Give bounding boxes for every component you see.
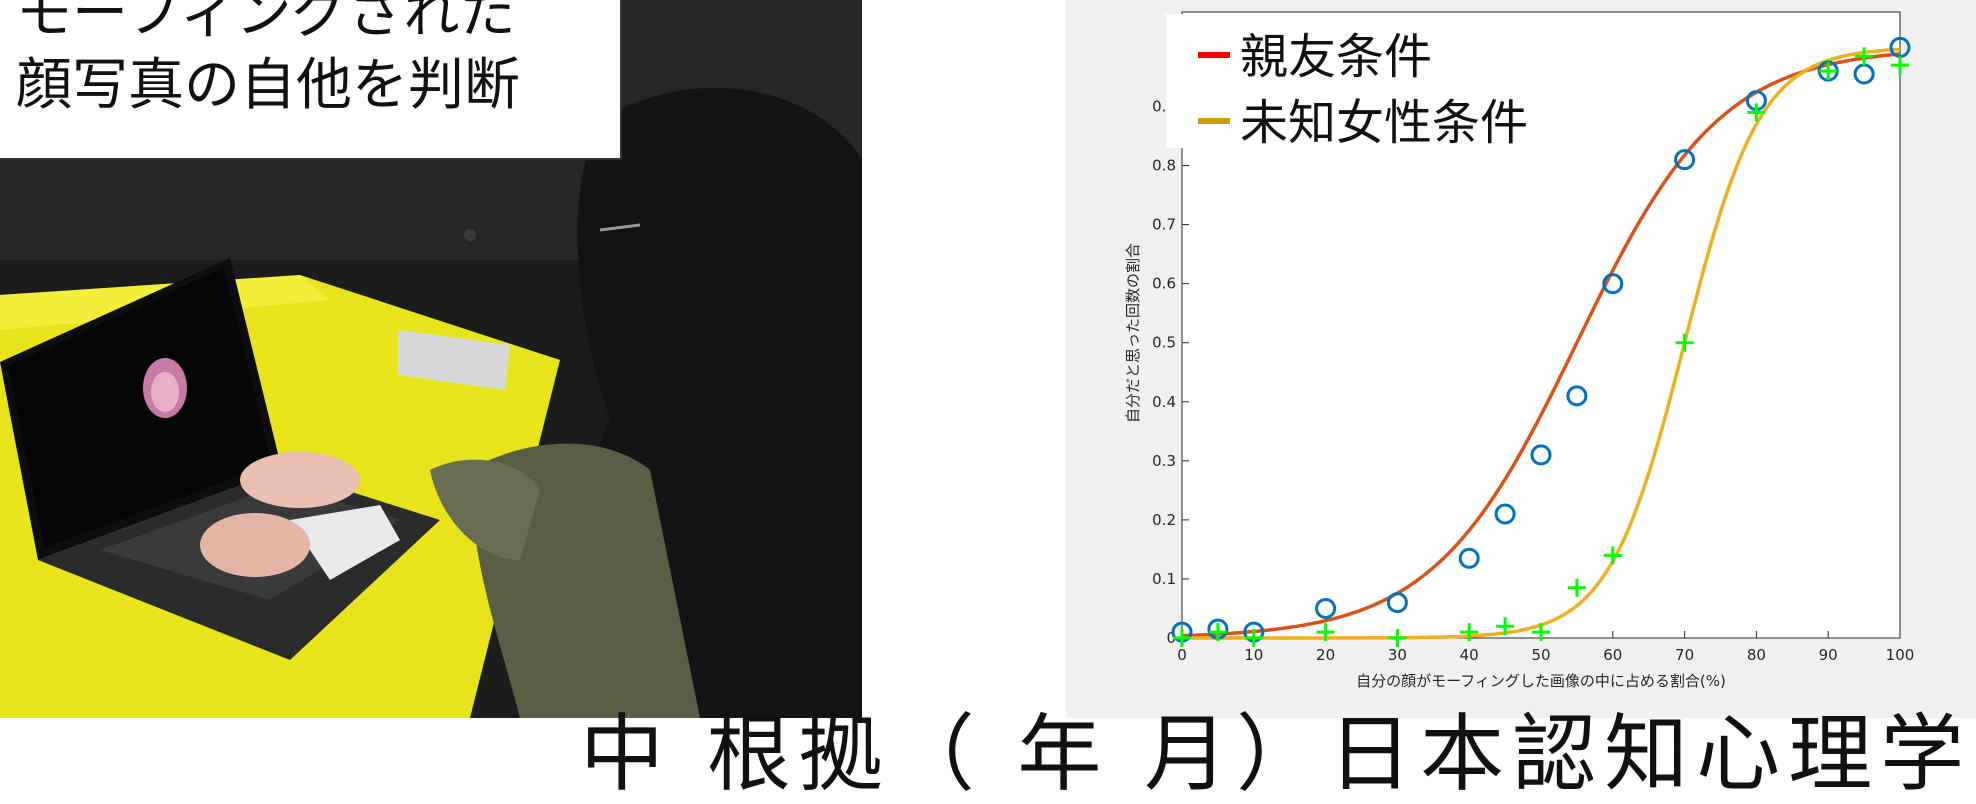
data-point-plus: [1460, 623, 1479, 642]
data-point-circle: [1458, 547, 1480, 569]
data-point-circle: [1566, 385, 1588, 407]
data-point-plus: [1603, 546, 1622, 565]
data-point-plus: [1388, 629, 1407, 647]
x-tick-label: 20: [1316, 646, 1335, 664]
x-tick-label: 70: [1675, 646, 1694, 664]
data-point-circle: [1530, 444, 1552, 466]
y-tick-label: 0.1: [1152, 570, 1176, 588]
y-tick-label: 0.7: [1152, 216, 1176, 234]
data-point-plus: [1532, 623, 1550, 642]
data-point-circle: [1674, 149, 1696, 171]
x-tick-label: 100: [1886, 646, 1915, 664]
y-tick-label: 0.8: [1152, 157, 1176, 175]
data-point-circle: [1494, 503, 1516, 525]
data-point-circle: [1386, 592, 1408, 614]
x-tick-label: 40: [1460, 646, 1479, 664]
legend-box: [1166, 14, 1640, 148]
fit-curve-1: [1181, 52, 1901, 638]
y-tick-label: 0.2: [1152, 511, 1176, 529]
data-point-plus: [1208, 623, 1227, 642]
y-axis-label: 自分だと思った回数の割合: [1124, 243, 1142, 423]
y-tick-label: 0: [1166, 629, 1176, 647]
data-point-plus: [1891, 56, 1909, 75]
caption-line-1: モーフィングされた: [16, 0, 516, 46]
legend-label-2: 未知女性条件: [1240, 95, 1528, 151]
x-tick-label: 60: [1603, 646, 1622, 664]
x-tick-label: 50: [1531, 646, 1550, 664]
legend-label-1: 親友条件: [1240, 29, 1432, 85]
data-point-plus: [1316, 623, 1335, 642]
data-point-plus: [1173, 629, 1191, 647]
chart-panel: 0 10 20 30 40 50 60 70 80 90 100 0 0.1 0.2 0.3 0.4 0.5 0.…: [1066, 0, 1976, 718]
x-tick-label: 90: [1819, 646, 1838, 664]
data-point-plus: [1855, 47, 1874, 66]
x-tick-label: 80: [1747, 646, 1766, 664]
data-point-circle: [1602, 273, 1624, 295]
y-tick-label: 0.4: [1152, 393, 1176, 411]
data-point-circle: [1315, 597, 1337, 619]
caption-line-2: 顔写真の自他を判断: [16, 53, 520, 118]
psychometric-chart: 0 10 20 30 40 50 60 70 80 90 100 0 0.1 0.2 0.3 0.4 0.5 0.…: [1124, 11, 1915, 690]
x-tick-label: 30: [1388, 646, 1407, 664]
data-point-plus: [1244, 629, 1263, 647]
data-point-plus: [1747, 103, 1766, 122]
y-tick-label: 0.6: [1152, 275, 1176, 293]
x-tick-label: 10: [1244, 646, 1263, 664]
y-tick-label: 0.5: [1152, 334, 1176, 352]
data-point-plus: [1496, 617, 1515, 636]
data-point-plus: [1675, 333, 1694, 352]
x-tick-label: 0: [1177, 646, 1187, 664]
photo-caption: モーフィングされた 顔写真の自他を判断: [0, 0, 622, 160]
x-axis-label: 自分の顔がモーフィングした画像の中に占める割合(%): [1356, 672, 1726, 690]
data-point-plus: [1819, 62, 1838, 81]
data-point-plus: [1567, 578, 1586, 597]
y-tick-label: 0.3: [1152, 452, 1176, 470]
experiment-photo: モーフィングされた 顔写真の自他を判断: [0, 0, 862, 718]
bottom-caption: 中 根拠（ 年 月）日本認知心理学会: [580, 705, 1976, 803]
